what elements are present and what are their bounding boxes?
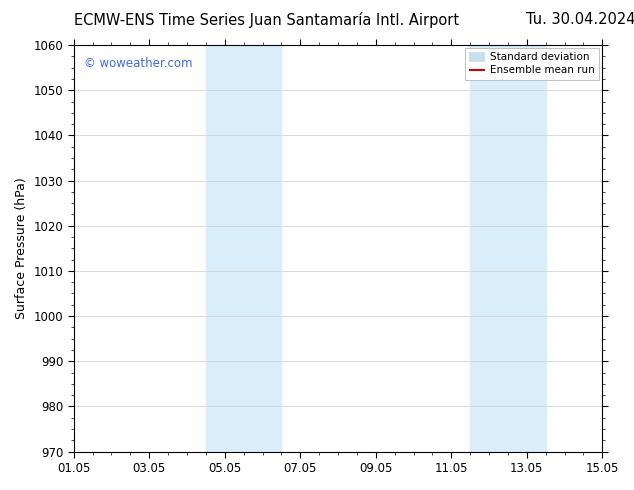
Text: Tu. 30.04.2024 17 UTC: Tu. 30.04.2024 17 UTC xyxy=(526,12,634,27)
Bar xyxy=(470,45,546,452)
Text: © woweather.com: © woweather.com xyxy=(84,57,193,70)
Bar xyxy=(206,45,281,452)
Legend: Standard deviation, Ensemble mean run: Standard deviation, Ensemble mean run xyxy=(465,48,599,80)
Y-axis label: Surface Pressure (hPa): Surface Pressure (hPa) xyxy=(15,177,28,319)
Text: ECMW-ENS Time Series Juan Santamaría Intl. Airport: ECMW-ENS Time Series Juan Santamaría Int… xyxy=(74,12,459,28)
